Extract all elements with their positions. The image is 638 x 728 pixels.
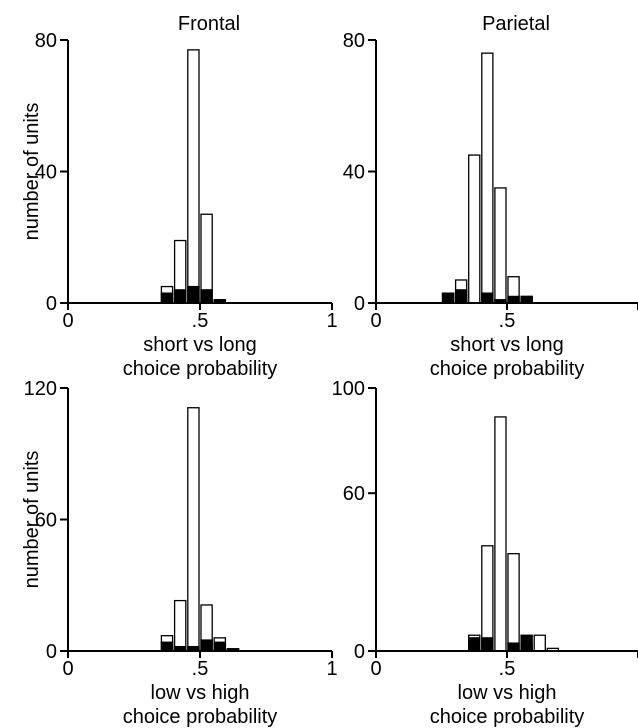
x-tick-label: 1 — [326, 310, 337, 332]
x-axis-label-line2: choice probability — [430, 706, 585, 728]
histogram-bar-open — [187, 49, 200, 304]
histogram-bar-filled — [507, 642, 520, 652]
y-tick-label: 60 — [343, 483, 365, 505]
x-tick-label: .5 — [192, 310, 209, 332]
histogram-bar-filled — [520, 634, 533, 652]
x-axis-label-line2: choice probability — [430, 358, 585, 380]
histogram-bar-open — [481, 52, 494, 304]
x-axis-label-line2: choice probability — [123, 358, 278, 380]
y-tick-label: 120 — [24, 378, 57, 400]
panel-title: Parietal — [482, 13, 550, 35]
histogram-bar-filled — [160, 292, 174, 304]
y-tick-label: 0 — [354, 293, 365, 315]
x-axis-label-line1: low vs high — [458, 682, 557, 704]
histogram-bar-filled — [187, 285, 200, 304]
panel-title: Frontal — [178, 13, 240, 35]
histogram-bar-open — [494, 416, 507, 652]
y-tick-label: 40 — [343, 162, 365, 184]
histogram-bar-filled — [200, 289, 213, 304]
y-tick-label: 0 — [46, 293, 57, 315]
y-tick-label: 100 — [332, 378, 365, 400]
histogram-bar-open — [468, 154, 481, 304]
histogram-bar-open — [494, 187, 507, 304]
x-tick-label: 1 — [326, 658, 337, 680]
histogram-bar-filled — [481, 292, 494, 304]
x-tick-label: .5 — [499, 310, 516, 332]
histogram-bar-filled — [441, 292, 455, 304]
y-axis-label: number of units — [21, 103, 43, 241]
y-tick-label: 0 — [46, 641, 57, 663]
x-axis-label-line1: short vs long — [143, 334, 256, 356]
y-axis-label: number of units — [21, 451, 43, 589]
x-tick-label: .5 — [192, 658, 209, 680]
x-tick-label: .5 — [499, 658, 516, 680]
histogram-bar-filled — [160, 641, 174, 652]
histogram-bar-filled — [454, 289, 468, 304]
y-tick-label: 40 — [35, 162, 57, 184]
y-tick-label: 80 — [35, 30, 57, 52]
histogram-bar-open — [533, 634, 546, 652]
x-tick-label: 0 — [370, 310, 381, 332]
x-axis-label-line1: low vs high — [151, 682, 250, 704]
x-axis-label-line2: choice probability — [123, 706, 278, 728]
histogram-bar-filled — [213, 641, 227, 652]
histogram-bar-filled — [481, 637, 494, 652]
histogram-bar-filled — [468, 637, 481, 652]
x-tick-label: 0 — [62, 310, 73, 332]
histogram-bar-filled — [200, 639, 213, 652]
histogram-bar-filled — [173, 289, 187, 304]
x-tick-label: 0 — [62, 658, 73, 680]
histogram-bar-open — [187, 407, 200, 652]
histogram-bar-open — [507, 553, 520, 652]
y-tick-label: 0 — [354, 641, 365, 663]
x-tick-label: 0 — [370, 658, 381, 680]
x-axis-label-line1: short vs long — [450, 334, 563, 356]
histogram-bar-open — [173, 599, 187, 652]
y-tick-label: 80 — [343, 30, 365, 52]
histogram-bar-open — [481, 545, 494, 652]
y-tick-label: 60 — [35, 510, 57, 532]
